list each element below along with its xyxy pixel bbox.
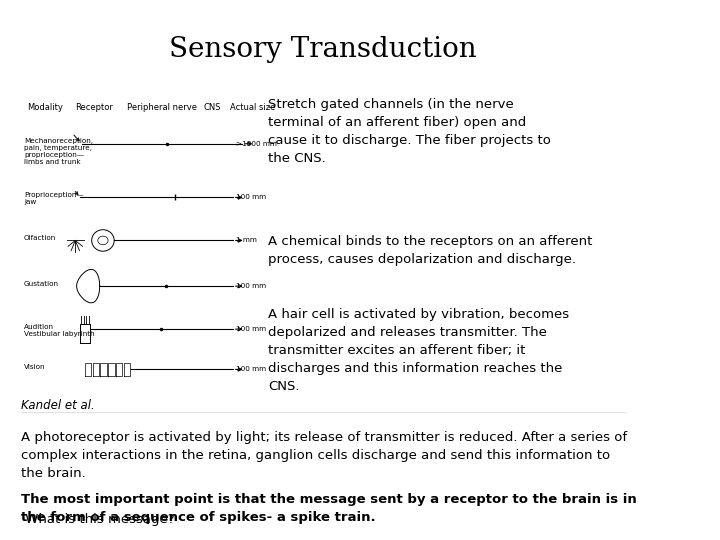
- Text: Modality: Modality: [27, 104, 63, 112]
- Text: >1000 mm: >1000 mm: [236, 141, 277, 147]
- Text: Audition
Vestibular labyrinth: Audition Vestibular labyrinth: [24, 323, 94, 337]
- Text: 100 mm: 100 mm: [236, 283, 266, 289]
- Text: 1 mm: 1 mm: [236, 238, 257, 244]
- Text: Kandel et al.: Kandel et al.: [21, 399, 94, 412]
- Text: Stretch gated channels (in the nerve
terminal of an afferent fiber) open and
cau: Stretch gated channels (in the nerve ter…: [268, 98, 551, 165]
- Text: Vision: Vision: [24, 364, 45, 370]
- Text: A photoreceptor is activated by light; its release of transmitter is reduced. Af: A photoreceptor is activated by light; i…: [21, 431, 627, 480]
- Text: Receptor: Receptor: [76, 104, 113, 112]
- Text: 100 mm: 100 mm: [236, 366, 266, 373]
- Text: The most important point is that the message sent by a receptor to the brain is : The most important point is that the mes…: [21, 493, 636, 524]
- Text: Peripheral nerve: Peripheral nerve: [127, 104, 197, 112]
- Text: What is this message?: What is this message?: [21, 514, 174, 526]
- Text: Olfaction: Olfaction: [24, 235, 56, 241]
- Text: Actual size: Actual size: [230, 104, 275, 112]
- Text: A chemical binds to the receptors on an afferent
process, causes depolarization : A chemical binds to the receptors on an …: [268, 235, 593, 266]
- Text: A hair cell is activated by vibration, becomes
depolarized and releases transmit: A hair cell is activated by vibration, b…: [268, 308, 570, 393]
- Text: 100 mm: 100 mm: [236, 326, 266, 332]
- Text: CNS: CNS: [204, 104, 221, 112]
- Text: Proprioception—
jaw: Proprioception— jaw: [24, 192, 84, 205]
- Text: Gustation: Gustation: [24, 281, 59, 287]
- Text: Sensory Transduction: Sensory Transduction: [169, 36, 477, 63]
- Text: 100 mm: 100 mm: [236, 194, 266, 200]
- Text: Mechanoreception,
pain, temperature,
proprioception—
limbs and trunk: Mechanoreception, pain, temperature, pro…: [24, 138, 93, 165]
